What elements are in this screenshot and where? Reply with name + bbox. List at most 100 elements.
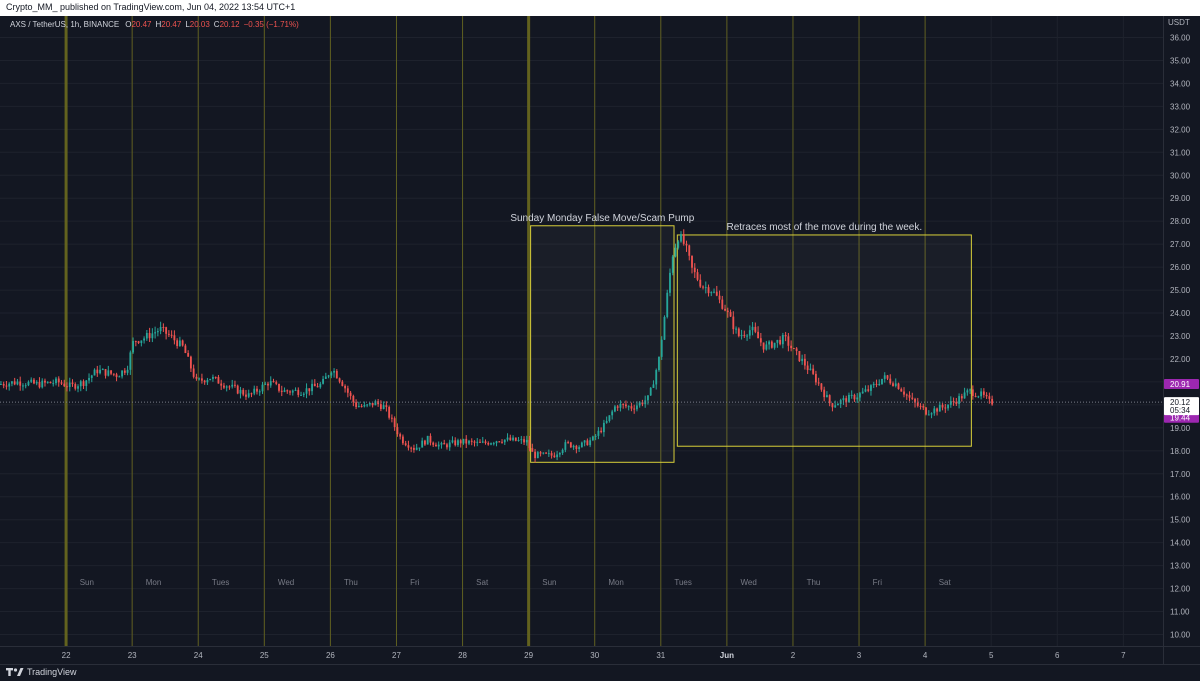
price-tick-label: 10.00: [1170, 631, 1191, 640]
candle-body: [944, 407, 947, 409]
candle-body: [514, 437, 517, 441]
time-tick-label: 27: [392, 651, 401, 660]
footer-bar: TradingView: [0, 664, 1200, 681]
candle-body: [346, 388, 349, 393]
candle-body: [556, 454, 559, 458]
candle-body: [622, 403, 625, 405]
candle-body: [861, 391, 864, 394]
candle: [344, 384, 347, 393]
candle-body: [283, 390, 286, 392]
candle-body: [173, 335, 176, 341]
candle: [817, 377, 820, 386]
candle-body: [200, 378, 203, 381]
candle-body: [167, 333, 170, 335]
candle-body: [823, 389, 826, 398]
candle-body: [327, 375, 330, 377]
weekday-label: Fri: [873, 578, 883, 587]
candle: [305, 383, 308, 399]
candle: [446, 442, 448, 450]
candle-body: [418, 447, 421, 449]
time-tick-label: 31: [656, 651, 665, 660]
candle-body: [355, 402, 358, 407]
candle-body: [630, 406, 633, 409]
candle-body: [660, 339, 663, 357]
candle-body: [344, 385, 347, 389]
candle: [385, 401, 388, 412]
candle: [859, 392, 861, 402]
candle-body: [308, 388, 311, 392]
candle: [669, 268, 671, 297]
candle: [52, 379, 55, 387]
candle: [944, 403, 947, 413]
candle: [412, 444, 415, 453]
candle-body: [404, 443, 407, 446]
price-tick-label: 13.00: [1170, 562, 1191, 571]
time-tick-label: 24: [194, 651, 203, 660]
candle: [575, 444, 578, 454]
candle: [649, 386, 652, 396]
candle: [514, 437, 517, 442]
candle-body: [93, 369, 96, 376]
candle-body: [330, 372, 333, 376]
candle: [228, 385, 231, 390]
candle: [903, 387, 905, 398]
candle: [66, 382, 68, 392]
candle: [916, 397, 919, 408]
candle: [151, 328, 154, 343]
candle: [776, 339, 779, 348]
candle-body: [96, 369, 99, 374]
candle-body: [762, 342, 765, 350]
candle: [283, 387, 286, 393]
candle: [399, 432, 402, 440]
candle: [740, 329, 743, 340]
candle-body: [828, 395, 831, 404]
candle-body: [143, 338, 146, 341]
candle-body: [410, 447, 413, 449]
candle: [82, 379, 85, 390]
candle-body: [638, 402, 641, 406]
candle-body: [787, 336, 790, 346]
price-tick-label: 29.00: [1170, 194, 1191, 203]
candle-body: [977, 396, 980, 398]
candle: [264, 381, 267, 386]
candle: [401, 434, 404, 446]
candle: [787, 333, 790, 352]
candle-body: [145, 332, 148, 339]
candle-body: [875, 383, 878, 385]
candle: [178, 336, 181, 347]
candle-body: [236, 385, 239, 394]
candle-body: [46, 381, 49, 383]
candle-body: [911, 397, 914, 399]
candle-body: [484, 441, 487, 443]
candle: [96, 365, 99, 377]
candle-body: [313, 383, 316, 387]
candle-body: [371, 402, 374, 406]
candle: [19, 376, 22, 391]
candle-body: [38, 381, 41, 388]
candle: [245, 389, 247, 400]
candle: [594, 434, 597, 441]
candle-body: [974, 395, 977, 397]
price-tick-label: 27.00: [1170, 240, 1191, 249]
candle-body: [784, 334, 787, 337]
tradingview-brand[interactable]: TradingView: [6, 667, 77, 677]
candle: [534, 448, 536, 463]
candle-body: [242, 389, 245, 395]
candle: [770, 340, 773, 349]
candle: [214, 376, 217, 380]
candle: [60, 380, 63, 386]
candle-body: [154, 332, 157, 334]
legend-ohlc-key: C: [214, 20, 220, 29]
candle: [960, 393, 963, 402]
current-price-tag-label: 20.12: [1170, 398, 1191, 407]
candle: [352, 394, 355, 407]
price-chart[interactable]: Sunday Monday False Move/Scam Pump Retrac…: [0, 16, 1200, 664]
candle: [415, 443, 418, 451]
weekday-label: Mon: [146, 578, 162, 587]
price-tick-label: 23.00: [1170, 332, 1191, 341]
candle: [319, 381, 322, 389]
candle-body: [674, 247, 677, 257]
candle-body: [688, 245, 691, 256]
candle: [63, 379, 66, 387]
candle-body: [0, 383, 2, 385]
